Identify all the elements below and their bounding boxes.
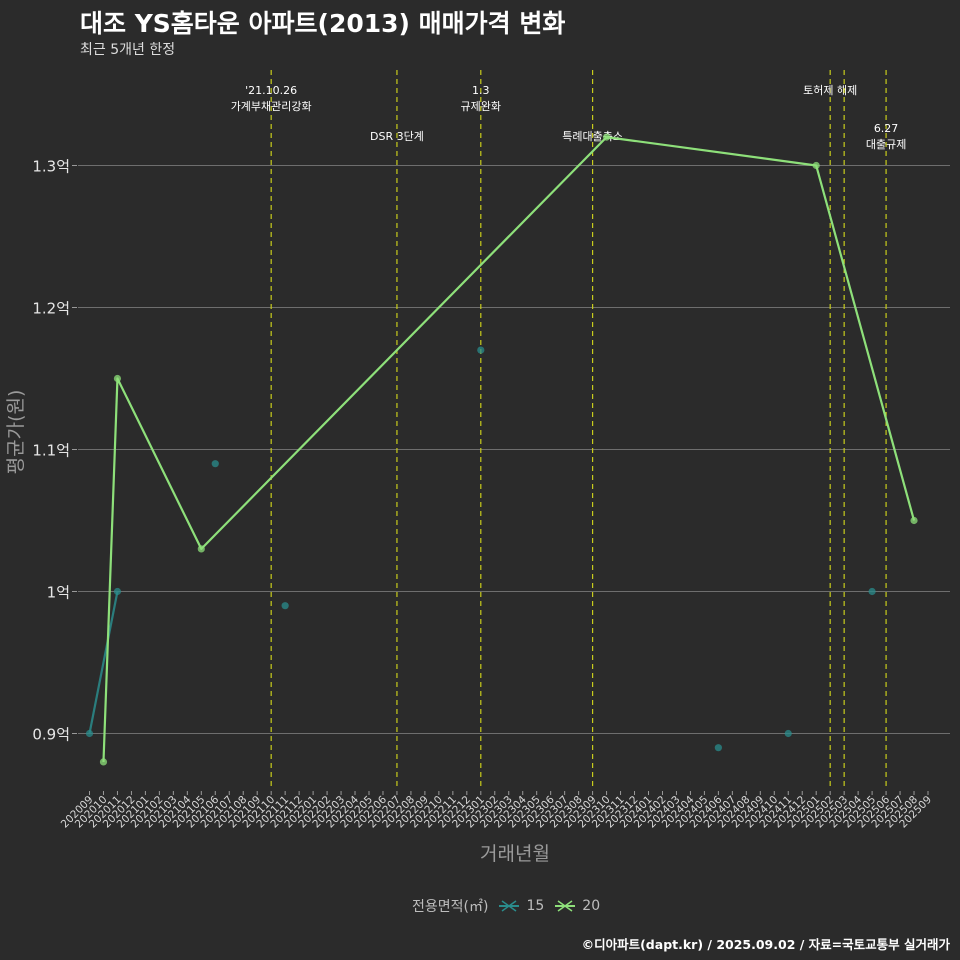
data-point-15: [784, 729, 792, 738]
y-tick-label: 0.9억: [32, 726, 70, 744]
legend-label-15: 15: [526, 898, 545, 914]
legend-swatch-15: [499, 900, 520, 912]
legend: 전용면적(㎡) 15 20: [412, 896, 600, 916]
y-axis-title: 평균가(원): [5, 390, 27, 475]
legend-item-15: 15: [498, 898, 544, 914]
source-caption: ©디아파트(dapt.kr) / 2025.09.02 / 자료=국토교통부 실…: [581, 937, 950, 952]
data-point-20: [197, 545, 205, 553]
data-point-15: [85, 729, 94, 738]
data-point-15: [211, 460, 219, 468]
event-label: 6.27: [874, 122, 899, 135]
legend-label-20: 20: [582, 898, 601, 914]
event-label: 토허제 해제: [803, 83, 857, 97]
event-label: '21.10.26: [245, 84, 297, 97]
data-point-20: [812, 161, 820, 170]
chart-subtitle: 최근 5개년 한정: [80, 42, 176, 58]
series-line-20: [102, 136, 916, 762]
data-point-20: [99, 758, 108, 766]
series-line-15: [88, 591, 119, 734]
legend-title: 전용면적(㎡): [412, 899, 489, 915]
data-point-15: [113, 587, 122, 596]
data-point-15: [868, 587, 876, 596]
legend-item-20: 20: [554, 898, 600, 914]
legend-swatch-20: [555, 900, 576, 912]
data-point-15: [714, 744, 722, 752]
data-point-20: [113, 374, 122, 383]
x-axis-title: 거래년월: [480, 843, 550, 865]
event-label: 1.3: [472, 84, 490, 97]
event-label: 가계부채관리강화: [231, 100, 312, 113]
data-point-20: [602, 133, 611, 141]
y-tick-label: 1.1억: [32, 442, 70, 460]
event-label: 특례대출축소: [562, 130, 623, 143]
chart-title: 대조 YS홈타운 아파트(2013) 매매가격 변화: [80, 9, 566, 38]
event-label: 규제완화: [461, 100, 501, 113]
y-tick-label: 1억: [47, 584, 70, 602]
y-tick-label: 1.3억: [32, 158, 70, 176]
data-point-15: [281, 602, 289, 610]
event-label: DSR 3단계: [370, 130, 424, 143]
event-label: 대출규제: [866, 138, 906, 151]
data-point-15: [477, 346, 485, 354]
data-point-20: [910, 516, 918, 525]
y-tick-label: 1.2억: [32, 300, 70, 318]
